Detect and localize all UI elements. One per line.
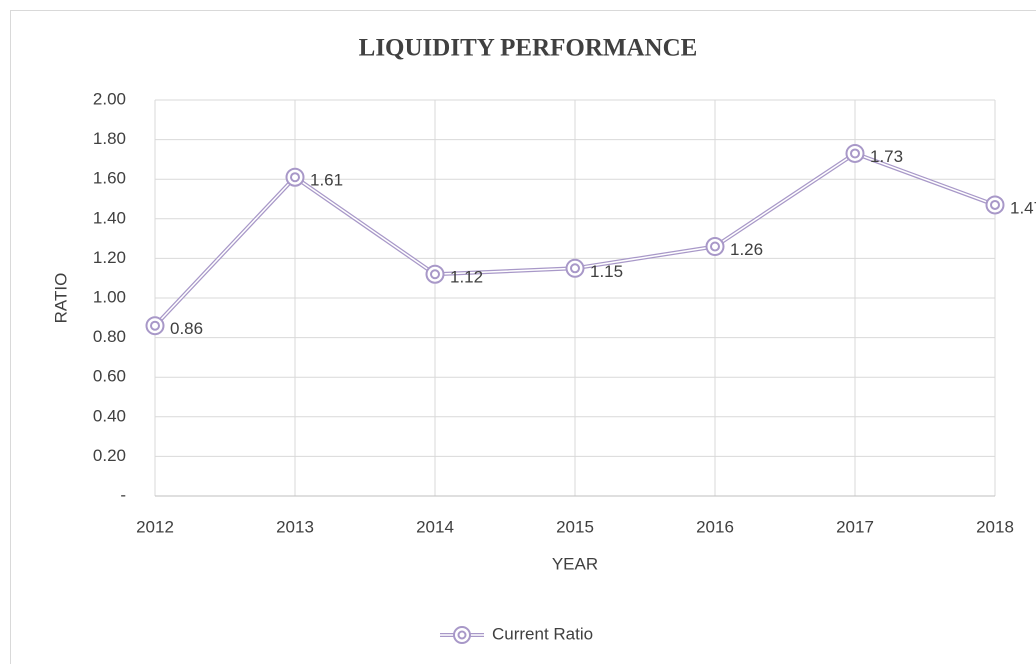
y-axis-title: RATIO bbox=[51, 273, 70, 324]
y-tick-label: 0.80 bbox=[93, 327, 126, 346]
y-tick-label: - bbox=[120, 485, 126, 504]
y-tick-label: 1.60 bbox=[93, 169, 126, 188]
chart-title: LIQUIDITY PERFORMANCE bbox=[359, 35, 698, 62]
data-label: 1.15 bbox=[590, 262, 623, 281]
marker-inner bbox=[850, 148, 860, 159]
legend-label: Current Ratio bbox=[492, 624, 593, 643]
data-label: 1.61 bbox=[310, 171, 343, 190]
data-label: 0.86 bbox=[170, 319, 203, 338]
y-tick-label: 0.60 bbox=[93, 367, 126, 386]
x-tick-label: 2014 bbox=[416, 517, 454, 536]
x-tick-label: 2018 bbox=[976, 517, 1014, 536]
marker-inner bbox=[290, 172, 300, 183]
data-label: 1.47 bbox=[1010, 198, 1036, 217]
data-label: 1.26 bbox=[730, 240, 763, 259]
marker-inner bbox=[430, 269, 440, 280]
y-tick-label: 1.00 bbox=[93, 287, 126, 306]
y-tick-label: 2.00 bbox=[93, 89, 126, 108]
x-tick-label: 2012 bbox=[136, 517, 174, 536]
y-tick-label: 0.40 bbox=[93, 406, 126, 425]
x-tick-label: 2016 bbox=[696, 517, 734, 536]
marker-inner bbox=[990, 199, 1000, 210]
y-tick-label: 1.80 bbox=[93, 129, 126, 148]
x-tick-label: 2013 bbox=[276, 517, 314, 536]
marker-inner bbox=[150, 320, 160, 331]
y-tick-label: 1.20 bbox=[93, 248, 126, 267]
data-label: 1.12 bbox=[450, 268, 483, 287]
x-tick-label: 2017 bbox=[836, 517, 874, 536]
marker-inner bbox=[570, 263, 580, 274]
data-label: 1.73 bbox=[870, 147, 903, 166]
x-tick-label: 2015 bbox=[556, 517, 594, 536]
legend-marker-inner bbox=[457, 630, 467, 640]
marker-inner bbox=[710, 241, 720, 252]
y-tick-label: 1.40 bbox=[93, 208, 126, 227]
x-axis-title: YEAR bbox=[552, 554, 598, 573]
y-tick-label: 0.20 bbox=[93, 446, 126, 465]
